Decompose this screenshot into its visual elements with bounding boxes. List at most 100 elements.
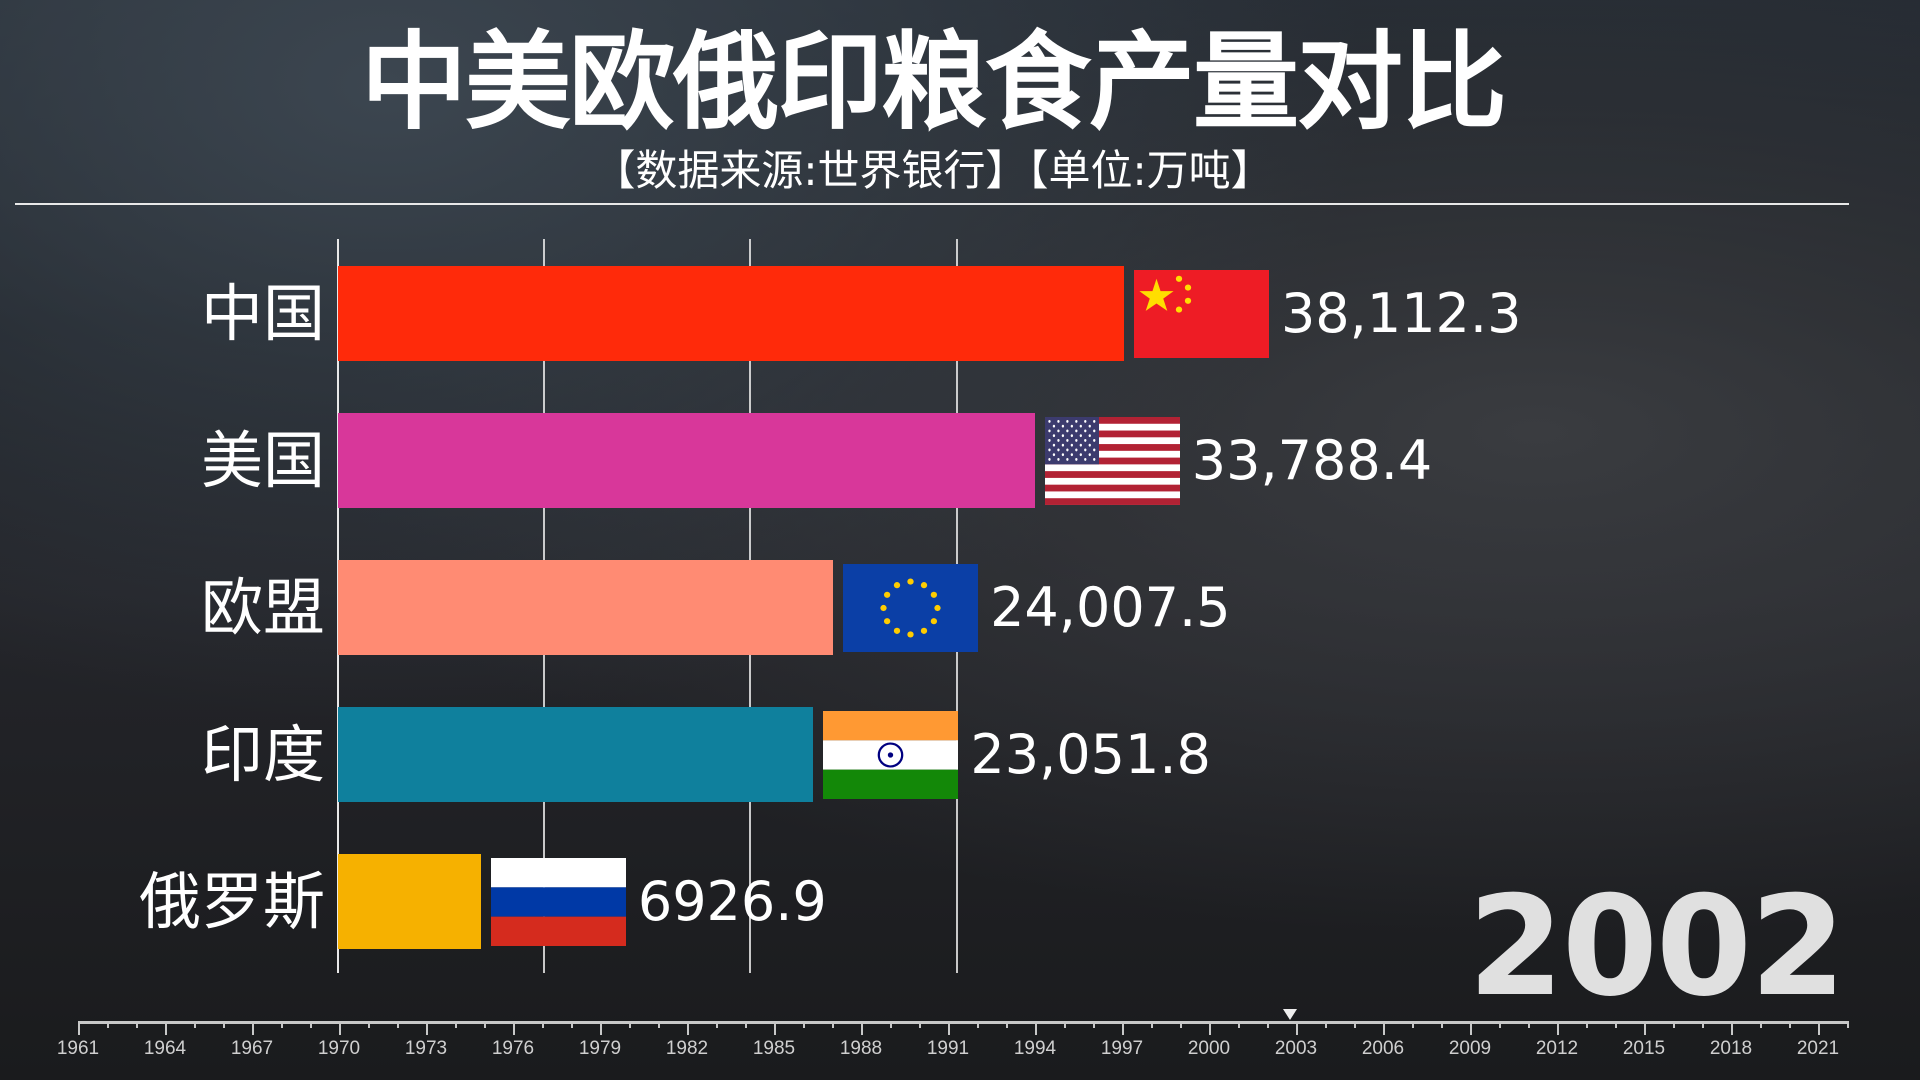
chart-title: 中美欧俄印粮食产量对比 <box>361 21 1507 144</box>
timeline-minor-tick <box>1586 1021 1588 1028</box>
value-label: 6926.9 <box>637 870 827 933</box>
category-label: 印度 <box>200 718 325 791</box>
timeline-minor-tick <box>1673 1021 1675 1028</box>
timeline-major-tick <box>1383 1021 1385 1035</box>
category-label: 中国 <box>200 277 325 350</box>
timeline-minor-tick <box>716 1021 718 1028</box>
timeline-major-tick <box>252 1021 254 1035</box>
timeline-year-label[interactable]: 2000 <box>1187 1038 1231 1059</box>
timeline-major-tick <box>78 1021 80 1035</box>
timeline-year-label[interactable]: 2018 <box>1709 1038 1753 1059</box>
timeline-minor-tick <box>136 1021 138 1028</box>
russia-flag-icon <box>490 858 626 946</box>
timeline-minor-tick <box>1151 1021 1153 1028</box>
timeline-year-label[interactable]: 1988 <box>839 1038 883 1059</box>
timeline-year-label[interactable]: 1985 <box>752 1038 796 1059</box>
timeline-major-tick <box>1209 1021 1211 1035</box>
value-label: 38,112.3 <box>1280 282 1522 345</box>
timeline-year-label[interactable]: 1997 <box>1100 1038 1144 1059</box>
timeline-year-label[interactable]: 2012 <box>1535 1038 1579 1059</box>
timeline-year-label[interactable]: 1964 <box>143 1038 187 1059</box>
current-year-label: 2002 <box>1467 866 1846 1027</box>
timeline-minor-tick <box>919 1021 921 1028</box>
china-flag-icon <box>1133 270 1269 358</box>
timeline-minor-tick <box>890 1021 892 1028</box>
timeline-year-label[interactable]: 2021 <box>1796 1038 1840 1059</box>
timeline-major-tick <box>1035 1021 1037 1035</box>
timeline-minor-tick <box>1180 1021 1182 1028</box>
timeline-major-tick <box>339 1021 341 1035</box>
timeline-major-tick <box>1122 1021 1124 1035</box>
timeline-minor-tick <box>1267 1021 1269 1028</box>
timeline-minor-tick <box>455 1021 457 1028</box>
timeline-minor-tick <box>1760 1021 1762 1028</box>
timeline-major-tick <box>1818 1021 1820 1035</box>
value-label: 24,007.5 <box>990 576 1231 639</box>
timeline-major-tick <box>1557 1021 1559 1035</box>
timeline-year-label[interactable]: 1979 <box>578 1038 622 1059</box>
timeline-minor-tick <box>1354 1021 1356 1028</box>
timeline-minor-tick <box>1238 1021 1240 1028</box>
value-label: 33,788.4 <box>1191 429 1433 492</box>
timeline-minor-tick <box>1412 1021 1414 1028</box>
timeline-minor-tick <box>1528 1021 1530 1028</box>
timeline-year-label[interactable]: 1976 <box>491 1038 535 1059</box>
timeline-year-label[interactable]: 1994 <box>1013 1038 1057 1059</box>
timeline-major-tick <box>1470 1021 1472 1035</box>
timeline-year-label[interactable]: 1970 <box>317 1038 361 1059</box>
timeline-year-label[interactable]: 2015 <box>1622 1038 1666 1059</box>
timeline-minor-tick <box>1702 1021 1704 1028</box>
timeline-minor-tick <box>1093 1021 1095 1028</box>
timeline-minor-tick <box>1789 1021 1791 1028</box>
timeline-track[interactable] <box>78 1021 1848 1024</box>
timeline-minor-tick <box>1441 1021 1443 1028</box>
timeline-minor-tick <box>1064 1021 1066 1028</box>
timeline-minor-tick <box>107 1021 109 1028</box>
timeline-year-label[interactable]: 2006 <box>1361 1038 1405 1059</box>
timeline-minor-tick <box>658 1021 660 1028</box>
timeline-minor-tick <box>281 1021 283 1028</box>
timeline-minor-tick <box>1615 1021 1617 1028</box>
timeline-minor-tick <box>368 1021 370 1028</box>
bar-2 <box>338 560 834 655</box>
timeline-minor-tick <box>484 1021 486 1028</box>
category-label: 美国 <box>200 424 325 497</box>
timeline-major-tick <box>426 1021 428 1035</box>
timeline-year-label[interactable]: 2003 <box>1274 1038 1318 1059</box>
timeline-year-label[interactable]: 1967 <box>230 1038 274 1059</box>
timeline-year-label[interactable]: 1991 <box>926 1038 970 1059</box>
timeline-minor-tick <box>223 1021 225 1028</box>
timeline-minor-tick <box>194 1021 196 1028</box>
timeline-minor-tick <box>1006 1021 1008 1028</box>
timeline-year-label[interactable]: 1973 <box>404 1038 448 1059</box>
timeline-minor-tick <box>1325 1021 1327 1028</box>
timeline-major-tick <box>774 1021 776 1035</box>
timeline-major-tick <box>948 1021 950 1035</box>
timeline-minor-tick <box>1499 1021 1501 1028</box>
timeline-minor-tick <box>629 1021 631 1028</box>
timeline-minor-tick <box>803 1021 805 1028</box>
timeline-major-tick <box>1644 1021 1646 1035</box>
category-label: 俄罗斯 <box>138 865 325 938</box>
timeline-major-tick <box>1731 1021 1733 1035</box>
timeline-marker-icon[interactable] <box>1283 1009 1298 1020</box>
bar-1 <box>338 413 1035 508</box>
timeline-minor-tick <box>977 1021 979 1028</box>
category-label: 欧盟 <box>200 571 325 644</box>
timeline-minor-tick <box>310 1021 312 1028</box>
timeline-year-label[interactable]: 1961 <box>56 1038 100 1059</box>
bar-0 <box>338 266 1124 361</box>
timeline-major-tick <box>165 1021 167 1035</box>
timeline-minor-tick <box>832 1021 834 1028</box>
timeline-minor-tick <box>397 1021 399 1028</box>
timeline-year-label[interactable]: 2009 <box>1448 1038 1492 1059</box>
eu-flag-icon <box>843 564 979 652</box>
timeline-minor-tick <box>745 1021 747 1028</box>
timeline-major-tick <box>861 1021 863 1035</box>
usa-flag-icon <box>1044 417 1180 505</box>
timeline-year-label[interactable]: 1982 <box>665 1038 709 1059</box>
bar-4 <box>338 854 481 949</box>
timeline-major-tick <box>1296 1021 1298 1035</box>
timeline-major-tick <box>600 1021 602 1035</box>
